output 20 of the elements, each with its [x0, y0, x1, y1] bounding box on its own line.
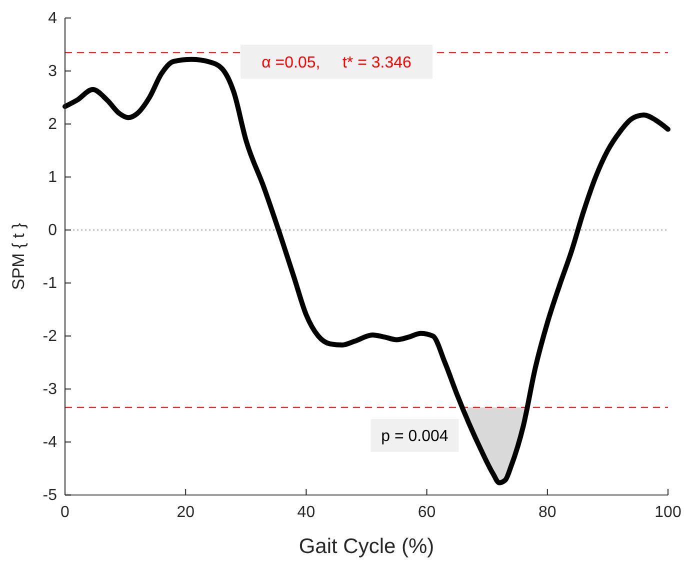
x-tick-label: 80: [538, 504, 556, 521]
y-tick-label: 0: [48, 222, 58, 239]
ref-line-label: α =0.05, t* = 3.346: [262, 54, 412, 72]
y-tick-label: -2: [42, 328, 58, 345]
x-axis-title: Gait Cycle (%): [298, 535, 434, 558]
y-tick-label: 3: [48, 63, 58, 80]
annotation: p = 0.004: [381, 428, 448, 445]
y-axis-title: SPM { t }: [9, 222, 28, 290]
x-tick-label: 60: [418, 504, 436, 521]
y-tick-label: 1: [48, 169, 58, 186]
y-tick-label: 4: [48, 10, 58, 27]
x-tick-label: 0: [60, 504, 70, 521]
y-tick-label: -1: [42, 275, 58, 292]
x-tick-label: 40: [297, 504, 316, 521]
x-tick-label: 100: [654, 504, 682, 521]
y-tick-label: -3: [42, 381, 58, 398]
y-tick-label: 2: [48, 116, 58, 133]
y-tick-label: -4: [42, 434, 58, 451]
y-tick-label: -5: [42, 487, 58, 504]
x-tick-label: 20: [176, 504, 195, 521]
